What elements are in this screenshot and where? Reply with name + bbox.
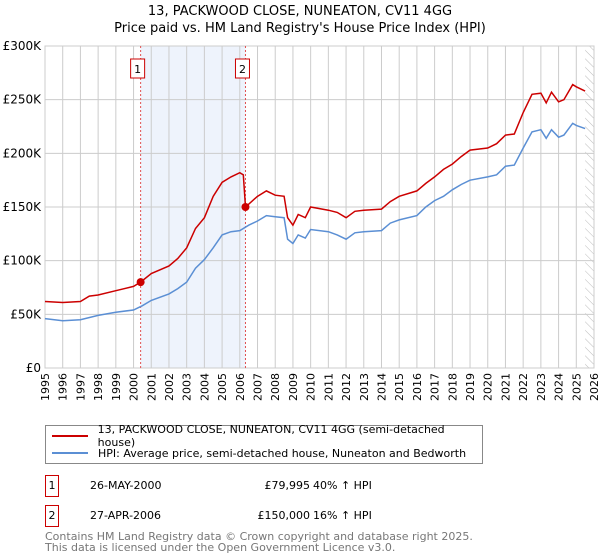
sale-label: 1 — [134, 63, 141, 76]
x-tick-label: 2016 — [411, 373, 424, 401]
legend-line-blue — [52, 452, 88, 454]
legend-label: HPI: Average price, semi-detached house,… — [98, 446, 467, 460]
marker-badge: 2 — [45, 505, 59, 527]
x-tick-label: 2002 — [163, 373, 176, 401]
x-tick-label: 2005 — [216, 373, 229, 401]
x-tick-label: 2024 — [553, 373, 566, 401]
transaction-hpi: 40% ↑ HPI — [313, 479, 372, 492]
x-tick-label: 2025 — [570, 373, 583, 401]
x-tick-label: 2006 — [234, 373, 247, 401]
y-tick-label: £0 — [26, 361, 41, 375]
transaction-price: £150,000 — [257, 509, 311, 522]
legend-item-property: 13, PACKWOOD CLOSE, NUNEATON, CV11 4GG (… — [52, 423, 482, 449]
transaction-date: 27-APR-2006 — [90, 509, 162, 522]
x-tick-label: 1996 — [57, 373, 70, 401]
plot-frame — [44, 45, 595, 369]
x-tick-label: 2010 — [305, 373, 318, 401]
transaction-row: 2 27-APR-2006 £150,000 16% ↑ HPI — [45, 505, 545, 527]
x-tick-label: 2026 — [588, 373, 600, 401]
x-tick-label: 2013 — [358, 373, 371, 401]
sale-label: 2 — [239, 63, 246, 76]
x-tick-label: 1998 — [92, 373, 105, 401]
x-tick-label: 2000 — [128, 373, 141, 401]
marker-badge: 1 — [45, 475, 59, 497]
x-tick-label: 2015 — [393, 373, 406, 401]
x-tick-label: 2011 — [322, 373, 335, 401]
footer-license: This data is licensed under the Open Gov… — [45, 541, 396, 554]
x-tick-label: 2019 — [464, 373, 477, 401]
x-tick-label: 2009 — [287, 373, 300, 401]
sale-label-box — [130, 58, 146, 79]
price-chart: 1995 1996 1997 1998 1999 2000 2001 2002 2003 2004… — [3, 39, 600, 401]
x-tick-label: 2007 — [252, 373, 265, 401]
x-tick-label: 2020 — [482, 373, 495, 401]
y-tick-label: £150K — [3, 200, 43, 214]
chart-subtitle: Price paid vs. HM Land Registry's House … — [114, 21, 486, 36]
chart-title: 13, PACKWOOD CLOSE, NUNEATON, CV11 4GG — [147, 4, 453, 19]
x-tick-label: 2021 — [499, 373, 512, 401]
transaction-date: 26-MAY-2000 — [90, 479, 162, 492]
y-tick-label: £200K — [3, 146, 43, 160]
transaction-price: £79,995 — [264, 479, 311, 492]
legend-item-hpi: HPI: Average price, semi-detached house,… — [52, 445, 466, 461]
y-tick-label: £300K — [3, 39, 43, 53]
sale-point — [241, 203, 250, 211]
property-price-line — [44, 83, 586, 304]
transaction-row: 1 26-MAY-2000 £79,995 40% ↑ HPI — [45, 475, 545, 497]
x-tick-label: 2001 — [145, 373, 158, 401]
sale-point — [136, 278, 145, 287]
x-tick-label: 2004 — [198, 373, 211, 401]
x-tick-label: 2017 — [429, 373, 442, 401]
footer-copyright: Contains HM Land Registry data © Crown c… — [45, 530, 473, 543]
x-tick-label: 1997 — [74, 373, 87, 401]
legend: 13, PACKWOOD CLOSE, NUNEATON, CV11 4GG (… — [45, 423, 483, 464]
x-tick-label: 1999 — [110, 373, 123, 401]
x-tick-label: 2022 — [517, 373, 530, 401]
transaction-hpi: 16% ↑ HPI — [313, 509, 372, 522]
x-tick-label: 2023 — [535, 373, 548, 401]
legend-label: 13, PACKWOOD CLOSE, NUNEATON, CV11 4GG (… — [97, 423, 445, 449]
x-tick-label: 2014 — [375, 373, 388, 401]
y-tick-label: £50K — [10, 307, 42, 321]
y-tick-label: £250K — [3, 93, 43, 107]
x-tick-label: 1995 — [39, 373, 52, 401]
x-tick-label: 2008 — [269, 373, 282, 401]
y-tick-label: £100K — [3, 254, 43, 268]
legend-line-red — [52, 435, 88, 437]
x-tick-label: 2003 — [181, 373, 194, 401]
sale-label-box — [234, 58, 250, 79]
x-tick-label: 2012 — [340, 373, 353, 401]
x-tick-label: 2018 — [446, 373, 459, 401]
hpi-line — [44, 122, 586, 322]
